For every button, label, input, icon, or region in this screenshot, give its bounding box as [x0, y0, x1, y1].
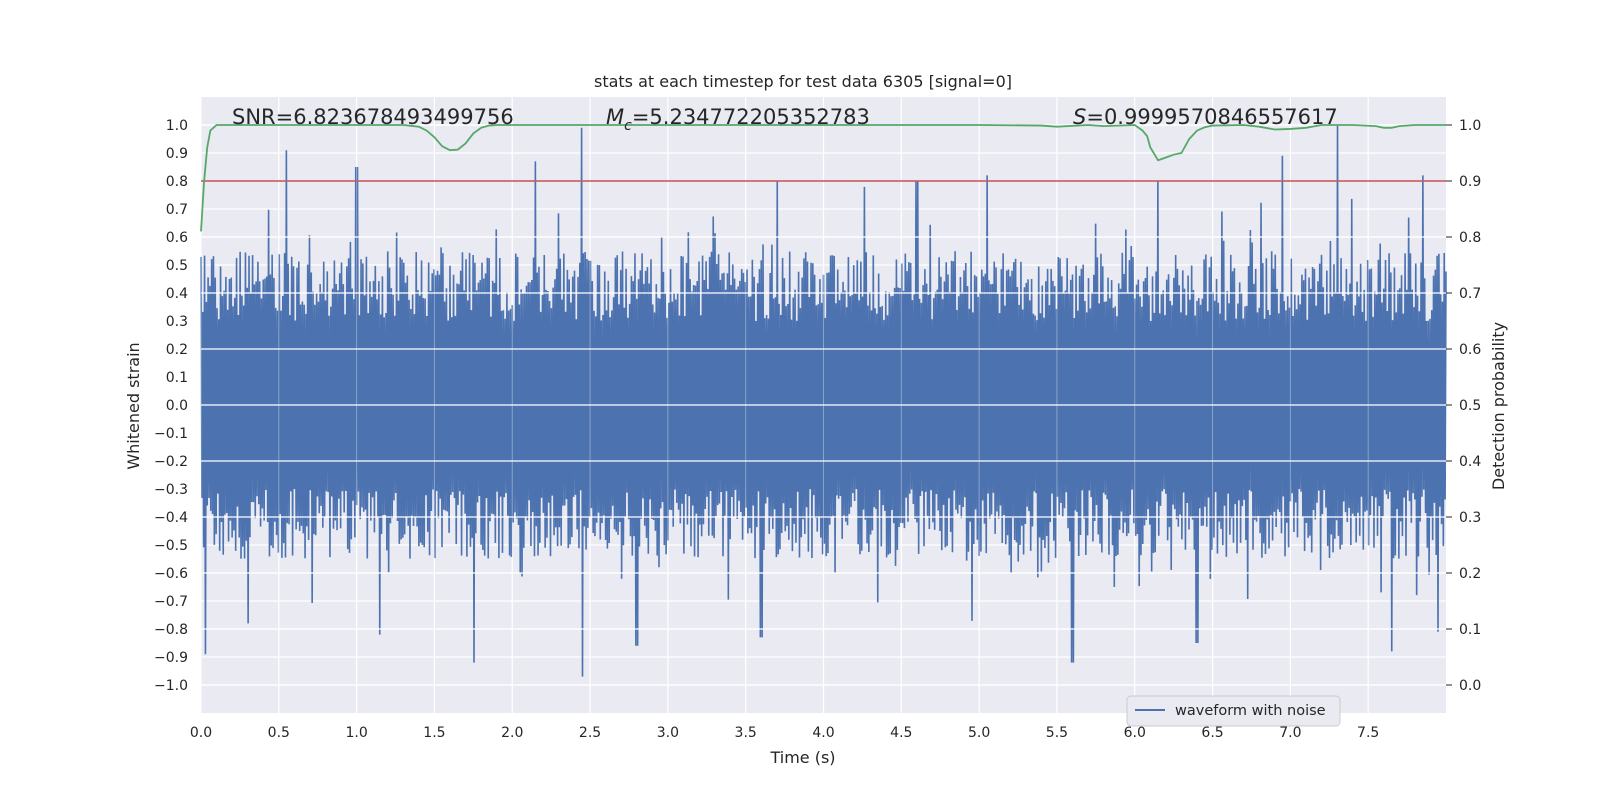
- y-left-tick-label: 0.4: [166, 286, 188, 302]
- y-right-tick-label: 1.0: [1459, 118, 1481, 134]
- y-right-tick-label: 0.3: [1459, 510, 1481, 526]
- y-left-tick-label: 0.9: [166, 146, 188, 162]
- score-annotation: S=0.9999570846557617: [1073, 105, 1338, 129]
- y-left-tick-label: −0.8: [154, 622, 188, 638]
- snr-annotation: SNR=6.823678493499756: [232, 105, 514, 129]
- y-left-tick-label: −1.0: [154, 678, 188, 694]
- chart-title: stats at each timestep for test data 630…: [594, 72, 1012, 91]
- y-left-tick-label: −0.6: [154, 566, 188, 582]
- x-tick-label: 5.0: [968, 725, 990, 741]
- y-left-tick-label: 0.1: [166, 370, 188, 386]
- score-symbol: S: [1073, 105, 1086, 129]
- y-left-tick-label: 1.0: [166, 118, 188, 134]
- y-left-tick-label: 0.5: [166, 258, 188, 274]
- chirp-mass-subscript: c: [624, 118, 632, 134]
- y-left-tick-label: 0.2: [166, 342, 188, 358]
- y-right-tick-label: 0.4: [1459, 454, 1481, 470]
- y-right-axis-ticks: 1.0 0.9 0.8 0.7 0.6 0.5 0.4 0.3 0.2 0.1 0.0: [1446, 118, 1481, 694]
- y-right-tick-label: 0.1: [1459, 622, 1481, 638]
- y-right-tick-label: 0.8: [1459, 230, 1481, 246]
- legend-entry-waveform: waveform with noise: [1175, 703, 1326, 719]
- y-left-tick-label: −0.4: [154, 510, 188, 526]
- y-left-tick-label: −0.9: [154, 650, 188, 666]
- chirp-mass-value: =5.234772205352783: [632, 105, 870, 129]
- x-tick-label: 6.5: [1201, 725, 1223, 741]
- y-right-tick-label: 0.7: [1459, 286, 1481, 302]
- y-right-tick-label: 0.9: [1459, 174, 1481, 190]
- y-right-tick-label: 0.6: [1459, 342, 1481, 358]
- x-tick-label: 2.0: [501, 725, 523, 741]
- score-value: =0.9999570846557617: [1086, 105, 1337, 129]
- detection-probability-line: [200, 124, 1446, 232]
- x-tick-label: 2.5: [579, 725, 601, 741]
- x-axis-ticks: 0.0 0.5 1.0 1.5 2.0 2.5 3.0 3.5 4.0 4.5 5.0 5.5 6.0 6…: [190, 725, 1379, 741]
- x-tick-label: 3.0: [657, 725, 679, 741]
- x-tick-label: 7.5: [1357, 725, 1379, 741]
- x-tick-label: 4.0: [812, 725, 834, 741]
- y-left-tick-label: −0.5: [154, 538, 188, 554]
- y-left-tick-label: 0.6: [166, 230, 188, 246]
- waveform-with-noise-line: [200, 124, 1447, 677]
- x-tick-label: 4.5: [890, 725, 912, 741]
- x-tick-label: 7.0: [1279, 725, 1301, 741]
- y-left-tick-label: −0.1: [154, 426, 188, 442]
- y-right-tick-label: 0.0: [1459, 678, 1481, 694]
- y-left-tick-label: 0.0: [166, 398, 188, 414]
- legend: waveform with noise: [1126, 695, 1341, 727]
- legend-box: [1126, 695, 1341, 727]
- x-tick-label: 1.5: [423, 725, 445, 741]
- y-left-axis-label: Whitened strain: [124, 342, 143, 469]
- y-left-axis-ticks: 1.0 0.9 0.8 0.7 0.6 0.5 0.4 0.3 0.2 0.1 0.0 −0.1 −0.…: [154, 118, 188, 694]
- y-right-axis-label: Detection probability: [1489, 322, 1508, 490]
- y-left-tick-label: −0.3: [154, 482, 188, 498]
- chirp-mass-annotation: Mc=5.234772205352783: [606, 105, 870, 134]
- y-right-tick-label: 0.5: [1459, 398, 1481, 414]
- y-left-tick-label: −0.7: [154, 594, 188, 610]
- x-tick-label: 1.0: [345, 725, 367, 741]
- y-left-tick-label: 0.7: [166, 202, 188, 218]
- y-left-tick-label: −0.2: [154, 454, 188, 470]
- y-left-tick-label: 0.8: [166, 174, 188, 190]
- y-left-tick-label: 0.3: [166, 314, 188, 330]
- x-tick-label: 6.0: [1124, 725, 1146, 741]
- x-axis-label: Time (s): [769, 748, 835, 767]
- x-tick-label: 3.5: [735, 725, 757, 741]
- x-tick-label: 0.0: [190, 725, 212, 741]
- x-tick-label: 0.5: [268, 725, 290, 741]
- y-right-tick-label: 0.2: [1459, 566, 1481, 582]
- chirp-mass-symbol: M: [606, 105, 624, 129]
- x-tick-label: 5.5: [1046, 725, 1068, 741]
